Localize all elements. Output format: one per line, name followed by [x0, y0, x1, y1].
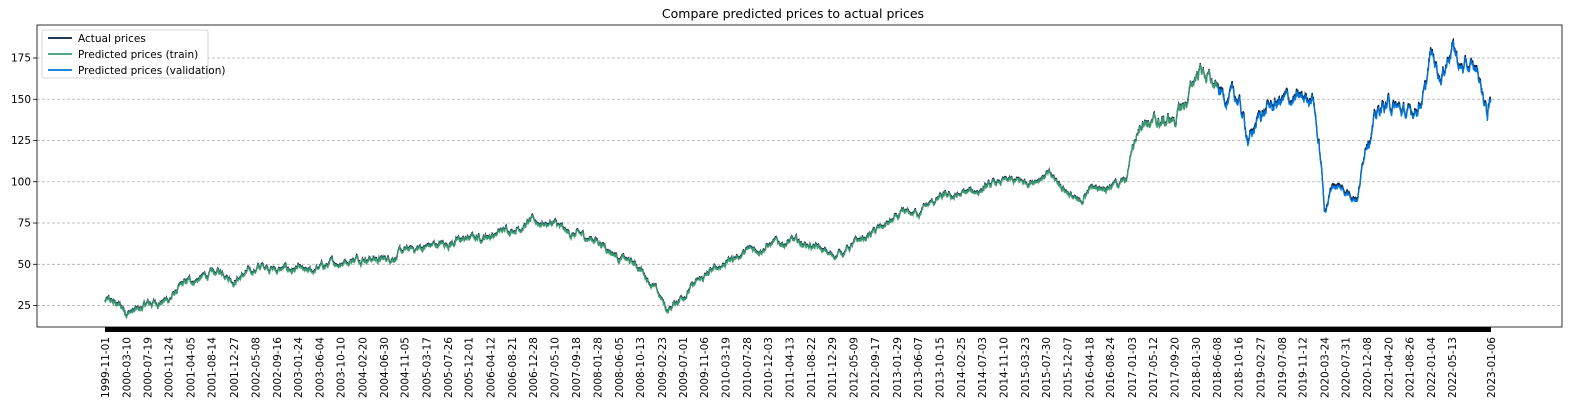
- x-tick-label: 2006-04-12: [485, 337, 497, 398]
- x-tick-label: 2006-12-28: [528, 337, 540, 398]
- x-tick-label: 2010-03-19: [721, 337, 733, 398]
- x-tick-label: 2022-05-13: [1447, 337, 1459, 398]
- x-tick-label: 2007-09-18: [571, 337, 583, 398]
- x-tick-label: 2013-01-29: [892, 337, 904, 398]
- legend: Actual prices Predicted prices (train) P…: [41, 29, 225, 79]
- x-tick-label: 2010-12-03: [763, 337, 775, 398]
- x-tick-label: 2020-07-31: [1340, 337, 1352, 398]
- x-tick-label: 2022-01-04: [1426, 337, 1438, 398]
- x-tick-label: 2008-10-13: [635, 337, 647, 398]
- x-tick-label: 2003-10-10: [336, 337, 348, 398]
- x-tick-label: 2008-06-05: [614, 337, 626, 398]
- x-tick-label: 2018-06-08: [1212, 337, 1224, 398]
- series-group: [104, 37, 1492, 320]
- x-tick-label: 2015-03-23: [1020, 337, 1032, 398]
- x-tick-label: 2008-01-28: [593, 337, 605, 398]
- chart-title: Compare predicted prices to actual price…: [662, 6, 924, 21]
- x-tick-label: 2015-07-30: [1041, 337, 1053, 398]
- x-tick-band: [105, 327, 1491, 332]
- x-tick-label: 2014-02-25: [956, 337, 968, 398]
- x-tick-label: 2016-04-18: [1084, 337, 1096, 398]
- x-tick-label: 2019-07-08: [1277, 337, 1289, 398]
- x-tick-label: 2017-01-03: [1127, 337, 1139, 398]
- x-tick-label: 2002-05-08: [250, 337, 262, 398]
- x-tick-label: 2013-10-15: [934, 337, 946, 398]
- x-tick-label: 2000-07-19: [143, 337, 155, 398]
- y-tick-label: 150: [11, 94, 31, 106]
- x-tick-label: 1999-11-01: [100, 337, 112, 398]
- x-tick-label: 2009-07-01: [678, 337, 690, 398]
- x-tick-label: 2016-08-24: [1105, 337, 1117, 398]
- y-axis: 25 50 75 100 125 150 175: [11, 53, 37, 312]
- plot-frame: [36, 24, 1563, 328]
- x-tick-label: 2005-07-26: [443, 337, 455, 398]
- x-tick-label: 2011-08-22: [806, 337, 818, 398]
- x-tick-label: 2004-02-20: [357, 337, 369, 398]
- x-tick-label: 2017-05-12: [1148, 337, 1160, 398]
- x-tick-label: 2021-08-26: [1404, 337, 1416, 398]
- x-tick-label: 2001-08-14: [207, 337, 219, 398]
- x-tick-label: 2019-11-12: [1298, 337, 1310, 398]
- y-tick-label: 125: [11, 135, 31, 147]
- x-tick-label: 2014-07-03: [977, 337, 989, 398]
- x-tick-label: 2018-10-16: [1233, 337, 1245, 398]
- x-tick-label: 2019-02-27: [1255, 337, 1267, 398]
- x-tick-label: 2014-11-10: [998, 337, 1010, 398]
- x-tick-label: 2018-01-30: [1191, 337, 1203, 398]
- x-tick-label: 2009-11-06: [699, 337, 711, 398]
- x-tick-label: 2001-12-27: [229, 337, 241, 398]
- x-tick-label: 2011-12-29: [827, 337, 839, 398]
- series-predicted-validation: [1216, 39, 1492, 213]
- y-tick-label: 25: [18, 300, 31, 312]
- x-tick-label: 2005-03-17: [421, 337, 433, 398]
- y-tick-label: 100: [11, 176, 31, 188]
- x-tick-label: 2003-06-04: [315, 337, 327, 398]
- x-axis: 1999-11-01 2000-03-10 2000-07-19 2000-11-24…: [100, 327, 1498, 398]
- x-tick-label: 2004-11-05: [400, 337, 412, 398]
- y-tick-label: 75: [18, 218, 31, 230]
- series-predicted-train: [104, 64, 1218, 320]
- x-tick-label: 2009-02-23: [657, 337, 669, 398]
- x-tick-label: 2012-09-17: [870, 337, 882, 398]
- legend-label-actual: Actual prices: [78, 33, 146, 45]
- x-tick-label: 2013-06-07: [913, 337, 925, 398]
- x-tick-label: 2023-01-06: [1486, 337, 1498, 398]
- x-tick-label: 2010-07-28: [742, 337, 754, 398]
- x-tick-label: 2017-09-20: [1169, 337, 1181, 398]
- legend-label-train: Predicted prices (train): [78, 49, 198, 61]
- y-tick-label: 175: [11, 53, 31, 65]
- x-tick-label: 2020-12-08: [1362, 337, 1374, 398]
- y-tick-label: 50: [18, 259, 31, 271]
- x-tick-label: 2012-05-09: [849, 337, 861, 398]
- x-tick-label: 2000-11-24: [164, 337, 176, 398]
- x-tick-label: 2002-09-16: [272, 337, 284, 398]
- x-tick-label: 2020-03-24: [1319, 337, 1331, 398]
- x-tick-label: 2006-08-21: [507, 337, 519, 398]
- legend-label-validation: Predicted prices (validation): [78, 65, 225, 77]
- x-tick-label: 2001-04-05: [185, 337, 197, 398]
- x-tick-label: 2005-12-01: [464, 337, 476, 398]
- legend-box: [41, 29, 209, 79]
- x-tick-label: 2000-03-10: [121, 337, 133, 398]
- x-tick-label: 2015-12-07: [1063, 337, 1075, 398]
- x-tick-label: 2004-06-30: [379, 337, 391, 398]
- x-tick-label: 2003-01-24: [293, 337, 305, 398]
- x-tick-label: 2007-05-10: [550, 337, 562, 398]
- x-tick-label: 2011-04-13: [784, 337, 796, 398]
- x-tick-label: 2021-04-20: [1384, 337, 1396, 398]
